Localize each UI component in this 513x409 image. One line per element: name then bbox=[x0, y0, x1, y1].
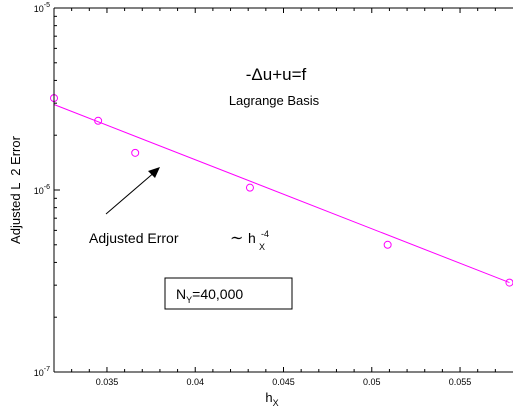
ny-sub: Y bbox=[186, 295, 192, 305]
data-point-marker bbox=[245, 183, 254, 192]
ny-box bbox=[164, 277, 293, 310]
rate-tilde: ∼ bbox=[230, 230, 243, 247]
x-tick-label: 0.045 bbox=[272, 377, 295, 387]
x-axis-label-main: h bbox=[265, 390, 272, 405]
y-tick-base: 10 bbox=[34, 186, 44, 196]
y-tick-labels: 10-710-610-5 bbox=[34, 2, 50, 378]
y-tick-exp: -6 bbox=[44, 184, 50, 191]
ny-main: N bbox=[176, 286, 186, 302]
rate-text: Adjusted Error bbox=[89, 230, 179, 246]
y-tick-exp: -5 bbox=[44, 2, 50, 9]
equation-annotation: -Δu+u=f bbox=[246, 65, 307, 84]
y-tick-base: 10 bbox=[34, 4, 44, 14]
ny-value: =40,000 bbox=[192, 286, 243, 302]
x-axis-label: hX bbox=[265, 390, 278, 408]
x-tick-label: 0.055 bbox=[449, 377, 472, 387]
x-tick-label: 0.04 bbox=[186, 377, 204, 387]
rate-annotation: Adjusted Error ∼ h bbox=[89, 230, 256, 247]
y-tick-label: 10-7 bbox=[34, 366, 50, 378]
y-tick-label: 10-5 bbox=[34, 2, 50, 14]
y-tick-exp: -7 bbox=[44, 366, 50, 373]
data-point-marker bbox=[131, 148, 140, 157]
fit-line bbox=[53, 104, 510, 284]
rate-h: h bbox=[248, 230, 256, 246]
annotation-arrow-shaft bbox=[105, 170, 157, 215]
x-tick-label: 0.05 bbox=[363, 377, 381, 387]
data-point-marker bbox=[383, 240, 392, 249]
rate-subscript: X bbox=[259, 242, 265, 252]
rate-exponent: -4 bbox=[261, 229, 269, 239]
plot-area bbox=[54, 8, 513, 372]
annotation-arrow-head bbox=[148, 167, 160, 178]
x-tick-labels: 0.035 0.04 0.045 0.05 0.055 bbox=[96, 377, 472, 387]
y-tick-base: 10 bbox=[34, 368, 44, 378]
ny-box-text: NY=40,000 bbox=[176, 286, 243, 305]
y-tick-label: 10-6 bbox=[34, 184, 50, 196]
x-tick-label: 0.035 bbox=[96, 377, 119, 387]
basis-annotation: Lagrange Basis bbox=[229, 93, 320, 108]
x-axis-label-sub: X bbox=[273, 398, 279, 408]
y-axis-label: Adjusted L 2 Error bbox=[8, 135, 23, 244]
